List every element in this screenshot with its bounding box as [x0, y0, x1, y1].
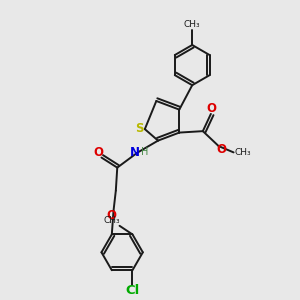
Text: S: S	[135, 122, 144, 135]
Text: CH₃: CH₃	[234, 148, 251, 157]
Text: O: O	[94, 146, 103, 159]
Text: O: O	[216, 143, 226, 156]
Text: CH₃: CH₃	[103, 216, 120, 225]
Text: O: O	[106, 209, 116, 222]
Text: N: N	[130, 146, 140, 159]
Text: O: O	[206, 102, 217, 115]
Text: H: H	[141, 147, 148, 158]
Text: Cl: Cl	[125, 284, 140, 297]
Text: CH₃: CH₃	[184, 20, 200, 29]
